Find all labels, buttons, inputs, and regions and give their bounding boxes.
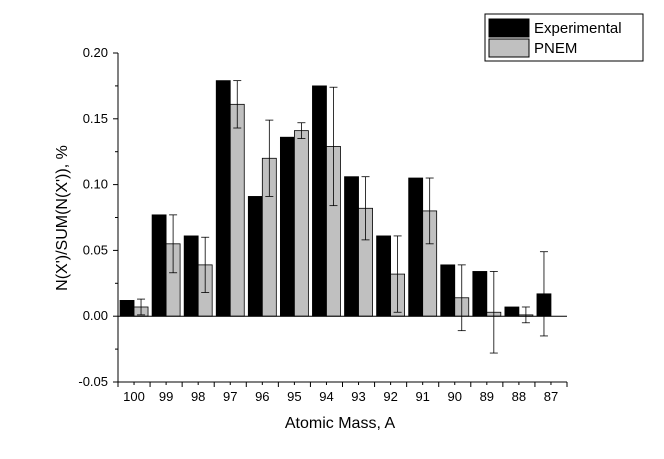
- bar-experimental-90: [440, 264, 456, 317]
- x-tick-label: 90: [448, 389, 462, 404]
- x-tick-label: 98: [191, 389, 205, 404]
- y-tick-label: 0.20: [83, 45, 108, 60]
- y-tick-label: 0.00: [83, 308, 108, 323]
- legend-label-experimental: Experimental: [534, 20, 622, 37]
- legend-swatch-pnem: [488, 38, 530, 58]
- bar-experimental-98: [183, 235, 199, 317]
- x-tick-label: 93: [351, 389, 365, 404]
- bar-pnem-97: [229, 103, 245, 317]
- bar-experimental-97: [215, 80, 231, 317]
- y-tick-label: -0.05: [78, 374, 108, 389]
- y-tick-label: 0.10: [83, 177, 108, 192]
- x-tick-label: 95: [287, 389, 301, 404]
- legend: Experimental PNEM: [484, 13, 644, 62]
- x-tick-label: 89: [480, 389, 494, 404]
- x-axis-title: Atomic Mass, A: [285, 415, 396, 432]
- x-tick-label: 87: [544, 389, 558, 404]
- x-tick-label: 96: [255, 389, 269, 404]
- bar-experimental-89: [472, 271, 488, 317]
- bars: [119, 80, 552, 317]
- x-tick-label: 97: [223, 389, 237, 404]
- error-bars: [137, 80, 548, 354]
- bar-experimental-91: [408, 177, 424, 317]
- x-tick-label: 91: [415, 389, 429, 404]
- bar-experimental-88: [504, 306, 520, 317]
- y-tick-label: 0.05: [83, 242, 108, 257]
- bar-experimental-100: [119, 300, 135, 317]
- x-tick-label: 99: [159, 389, 173, 404]
- bar-experimental-96: [247, 196, 263, 317]
- y-axis-title: N(X')/SUM(N(X')), %: [54, 145, 71, 291]
- tick-labels: -0.05 0.00 0.05 0.10 0.15 0.20 100 99 98 97 96 95 94…: [78, 45, 558, 404]
- y-tick-label: 0.15: [83, 111, 108, 126]
- legend-swatch-experimental: [488, 18, 530, 38]
- x-tick-label: 100: [123, 389, 145, 404]
- bar-pnem-95: [293, 130, 309, 317]
- x-tick-label: 92: [383, 389, 397, 404]
- x-tick-label: 88: [512, 389, 526, 404]
- bar-experimental-99: [151, 214, 167, 317]
- bar-experimental-93: [344, 176, 359, 317]
- axes: [113, 52, 568, 387]
- bar-experimental-94: [312, 85, 327, 317]
- bar-experimental-95: [279, 136, 295, 317]
- bar-experimental-92: [376, 235, 392, 317]
- legend-label-pnem: PNEM: [534, 40, 577, 57]
- x-tick-label: 94: [319, 389, 333, 404]
